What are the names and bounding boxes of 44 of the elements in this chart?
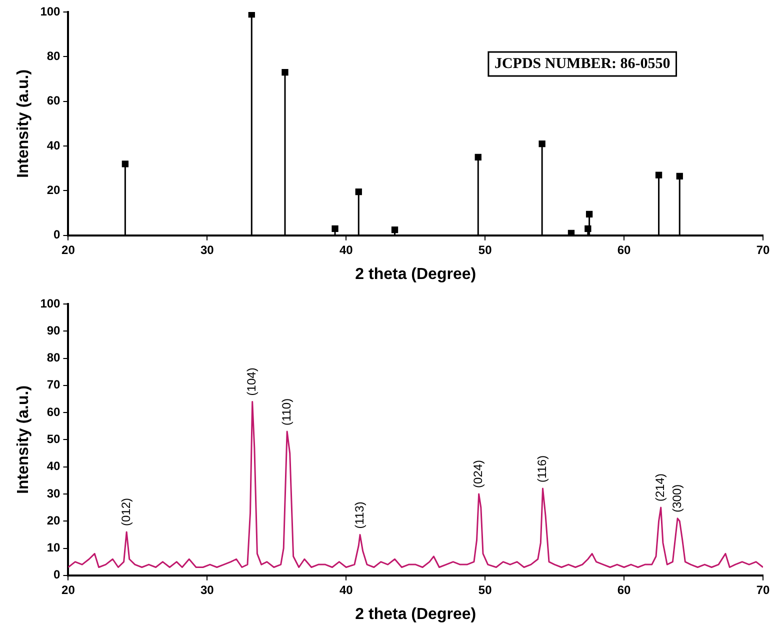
y-tick-label: 40 <box>46 459 61 474</box>
annotation: (104) <box>244 368 259 396</box>
annotation: (024) <box>471 460 486 488</box>
y-axis-title: Intensity (a.u.) <box>15 385 32 494</box>
x-tick-label: 50 <box>478 582 492 597</box>
x-tick-label: 40 <box>339 582 354 597</box>
annotation: (110) <box>279 398 294 426</box>
x-axis-title: 2 theta (Degree) <box>355 606 476 623</box>
annotation: JCPDS NUMBER: 86-0550 <box>494 56 670 72</box>
y-tick-label: 60 <box>46 94 61 108</box>
x-tick-label: 60 <box>617 242 632 257</box>
point <box>282 68 288 76</box>
annotation: (300) <box>670 484 684 512</box>
x-tick-label: 30 <box>200 582 214 597</box>
y-tick-label: 70 <box>46 378 61 392</box>
x-tick-label: 70 <box>756 582 770 597</box>
point <box>332 225 338 232</box>
point <box>538 140 546 148</box>
y-tick-label: 60 <box>46 404 61 419</box>
point <box>568 230 575 236</box>
x-axis-title: 2 theta (Degree) <box>355 266 476 283</box>
y-tick-label: 100 <box>40 4 61 18</box>
annotation: (113) <box>352 502 366 529</box>
x-tick-label: 50 <box>478 242 492 257</box>
annotation: (116) <box>535 455 550 483</box>
y-axis-title: Intensity (a.u.) <box>15 69 32 178</box>
x-tick-label: 30 <box>200 242 214 257</box>
annotation: (214) <box>653 474 668 502</box>
y-tick-label: 50 <box>46 432 61 446</box>
y-tick-label: 30 <box>46 486 61 500</box>
annotation: (012) <box>118 498 133 526</box>
y-tick-label: 80 <box>46 48 61 63</box>
y-tick-label: 80 <box>46 350 61 365</box>
y-tick-label: 20 <box>46 513 61 528</box>
x-tick-label: 70 <box>756 242 770 257</box>
y-tick-label: 0 <box>54 228 61 242</box>
y-tick-label: 90 <box>46 323 61 338</box>
x-tick-label: 40 <box>339 242 354 257</box>
y-tick-label: 20 <box>46 183 61 198</box>
y-tick-label: 10 <box>46 540 61 555</box>
y-tick-label: 100 <box>40 296 61 310</box>
y-tick-label: 40 <box>46 138 61 152</box>
y-tick-label: 0 <box>54 568 61 582</box>
x-tick-label: 60 <box>617 582 632 597</box>
